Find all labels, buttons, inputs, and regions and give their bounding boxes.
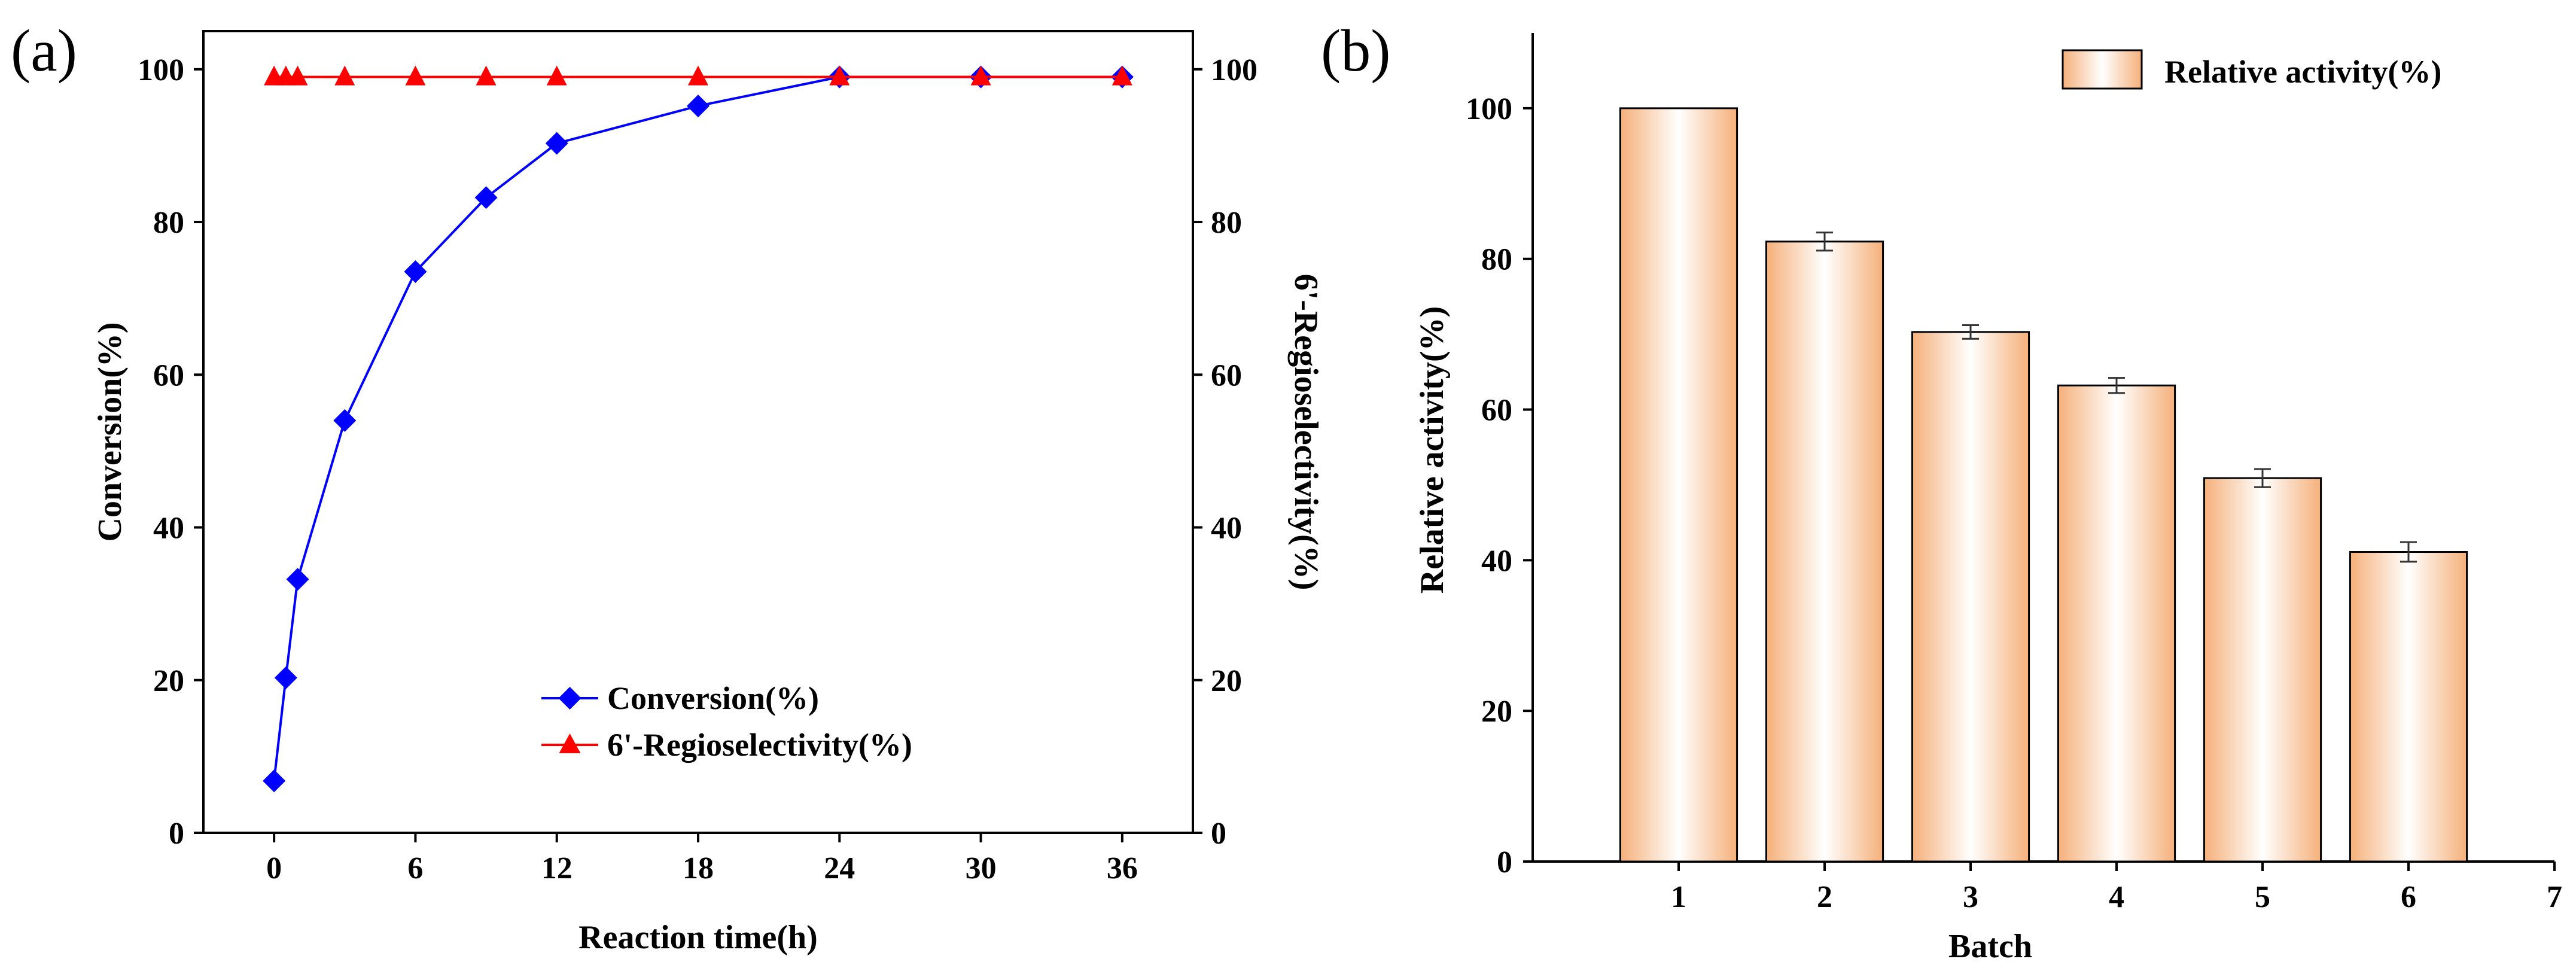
panel-a-legend: Conversion(%) 6'-Regioselectivity(%) xyxy=(541,680,912,763)
panel-a-series xyxy=(263,65,1134,793)
panel-b-y-axis: 0 20 40 60 80 100 xyxy=(1466,92,1533,879)
conversion-data-point xyxy=(333,409,357,432)
panel-b-label: (b) xyxy=(1321,17,1391,84)
conversion-data-point xyxy=(474,186,498,209)
panel-b-bar-chart: (b) 0 20 40 60 80 100 1 2 3 4 5 6 7 Batch Relative … xyxy=(1321,17,2562,965)
y2-tick-label: 0 xyxy=(1211,817,1226,851)
y-tick-label: 20 xyxy=(1481,695,1512,729)
x-tick-label: 18 xyxy=(683,851,714,885)
y2-tick-label: 40 xyxy=(1211,512,1242,546)
conversion-data-point xyxy=(545,132,568,155)
y2-tick-label: 100 xyxy=(1211,53,1257,87)
conversion-data-point xyxy=(687,95,710,118)
legend-regioselectivity-triangle-marker xyxy=(559,733,581,753)
relative-activity-bar xyxy=(1619,107,1738,863)
y-tick-label: 60 xyxy=(1481,394,1512,428)
relative-activity-bar xyxy=(1765,241,1884,863)
panel-b-legend: Relative activity(%) xyxy=(2062,49,2441,90)
x-tick-label: 7 xyxy=(2547,880,2562,914)
panel-a-label: (a) xyxy=(11,17,77,84)
panel-a-x-axis: 0 6 12 18 24 30 36 xyxy=(266,833,1138,885)
y-tick-label: 80 xyxy=(153,206,184,240)
x-tick-label: 2 xyxy=(1817,880,1832,914)
x-tick-label: 12 xyxy=(541,851,573,885)
regioselectivity-data-point xyxy=(476,65,497,86)
y-tick-label: 100 xyxy=(1466,92,1512,126)
x-tick-label: 6 xyxy=(407,851,423,885)
panel-a-line-chart: (a) 0 6 12 18 24 30 36 0 20 40 60 80 100 0 20 40 60 80 1… xyxy=(11,17,1324,956)
regioselectivity-data-point xyxy=(334,65,355,86)
regioselectivity-data-point xyxy=(688,65,708,86)
y-tick-label: 40 xyxy=(1481,544,1512,578)
panel-a-y2-axis-title: 6'-Regioselectivity(%) xyxy=(1287,274,1324,591)
conversion-series-line xyxy=(273,75,1122,781)
y-tick-label: 40 xyxy=(153,512,184,546)
y2-tick-label: 20 xyxy=(1211,664,1242,698)
relative-activity-bar xyxy=(2349,551,2468,863)
x-tick-label: 0 xyxy=(266,851,282,885)
x-tick-label: 24 xyxy=(824,851,855,885)
panel-a-y-axis-title: Conversion(%) xyxy=(92,322,129,541)
regioselectivity-data-point xyxy=(970,65,991,86)
x-tick-label: 36 xyxy=(1107,851,1138,885)
conversion-data-point xyxy=(286,568,309,591)
legend-regioselectivity-label: 6'-Regioselectivity(%) xyxy=(607,727,912,763)
panel-b-x-axis-title: Batch xyxy=(1948,928,2032,965)
legend-conversion-diamond-marker xyxy=(558,687,581,710)
y-tick-label: 20 xyxy=(153,664,184,698)
y-tick-label: 80 xyxy=(1481,243,1512,277)
regioselectivity-data-point xyxy=(1112,65,1132,86)
panel-b-x-axis: 1 2 3 4 5 6 7 xyxy=(1671,862,2562,914)
regioselectivity-data-point xyxy=(405,65,426,86)
x-tick-label: 5 xyxy=(2255,880,2270,914)
y2-tick-label: 60 xyxy=(1211,358,1242,392)
conversion-data-point xyxy=(263,769,286,793)
panel-b-bars xyxy=(1619,107,2468,863)
regioselectivity-data-point xyxy=(287,65,308,86)
relative-activity-bar xyxy=(1911,331,2030,863)
conversion-data-point xyxy=(404,260,427,283)
x-tick-label: 1 xyxy=(1671,880,1686,914)
panel-a-left-y-axis: 0 20 40 60 80 100 xyxy=(138,53,203,851)
panel-a-x-axis-title: Reaction time(h) xyxy=(578,919,818,956)
x-tick-label: 3 xyxy=(1963,880,1978,914)
y-tick-label: 60 xyxy=(153,358,184,392)
panel-b-y-axis-title: Relative activity(%) xyxy=(1414,306,1451,593)
y2-tick-label: 80 xyxy=(1211,206,1242,240)
legend-relative-activity-swatch xyxy=(2062,49,2143,90)
regioselectivity-data-point xyxy=(546,65,567,86)
panel-a-right-y-axis: 0 20 40 60 80 100 xyxy=(1193,53,1257,851)
y-tick-label: 0 xyxy=(1497,845,1512,879)
legend-conversion-label: Conversion(%) xyxy=(607,680,819,716)
y-tick-label: 0 xyxy=(169,817,184,851)
relative-activity-bar xyxy=(2203,477,2322,863)
relative-activity-bar xyxy=(2057,384,2176,863)
y-tick-label: 100 xyxy=(138,53,184,87)
x-tick-label: 6 xyxy=(2401,880,2416,914)
x-tick-label: 4 xyxy=(2109,880,2124,914)
legend-relative-activity-label: Relative activity(%) xyxy=(2164,54,2441,90)
regioselectivity-data-point xyxy=(829,65,850,86)
conversion-data-point xyxy=(274,666,297,689)
x-tick-label: 30 xyxy=(966,851,997,885)
